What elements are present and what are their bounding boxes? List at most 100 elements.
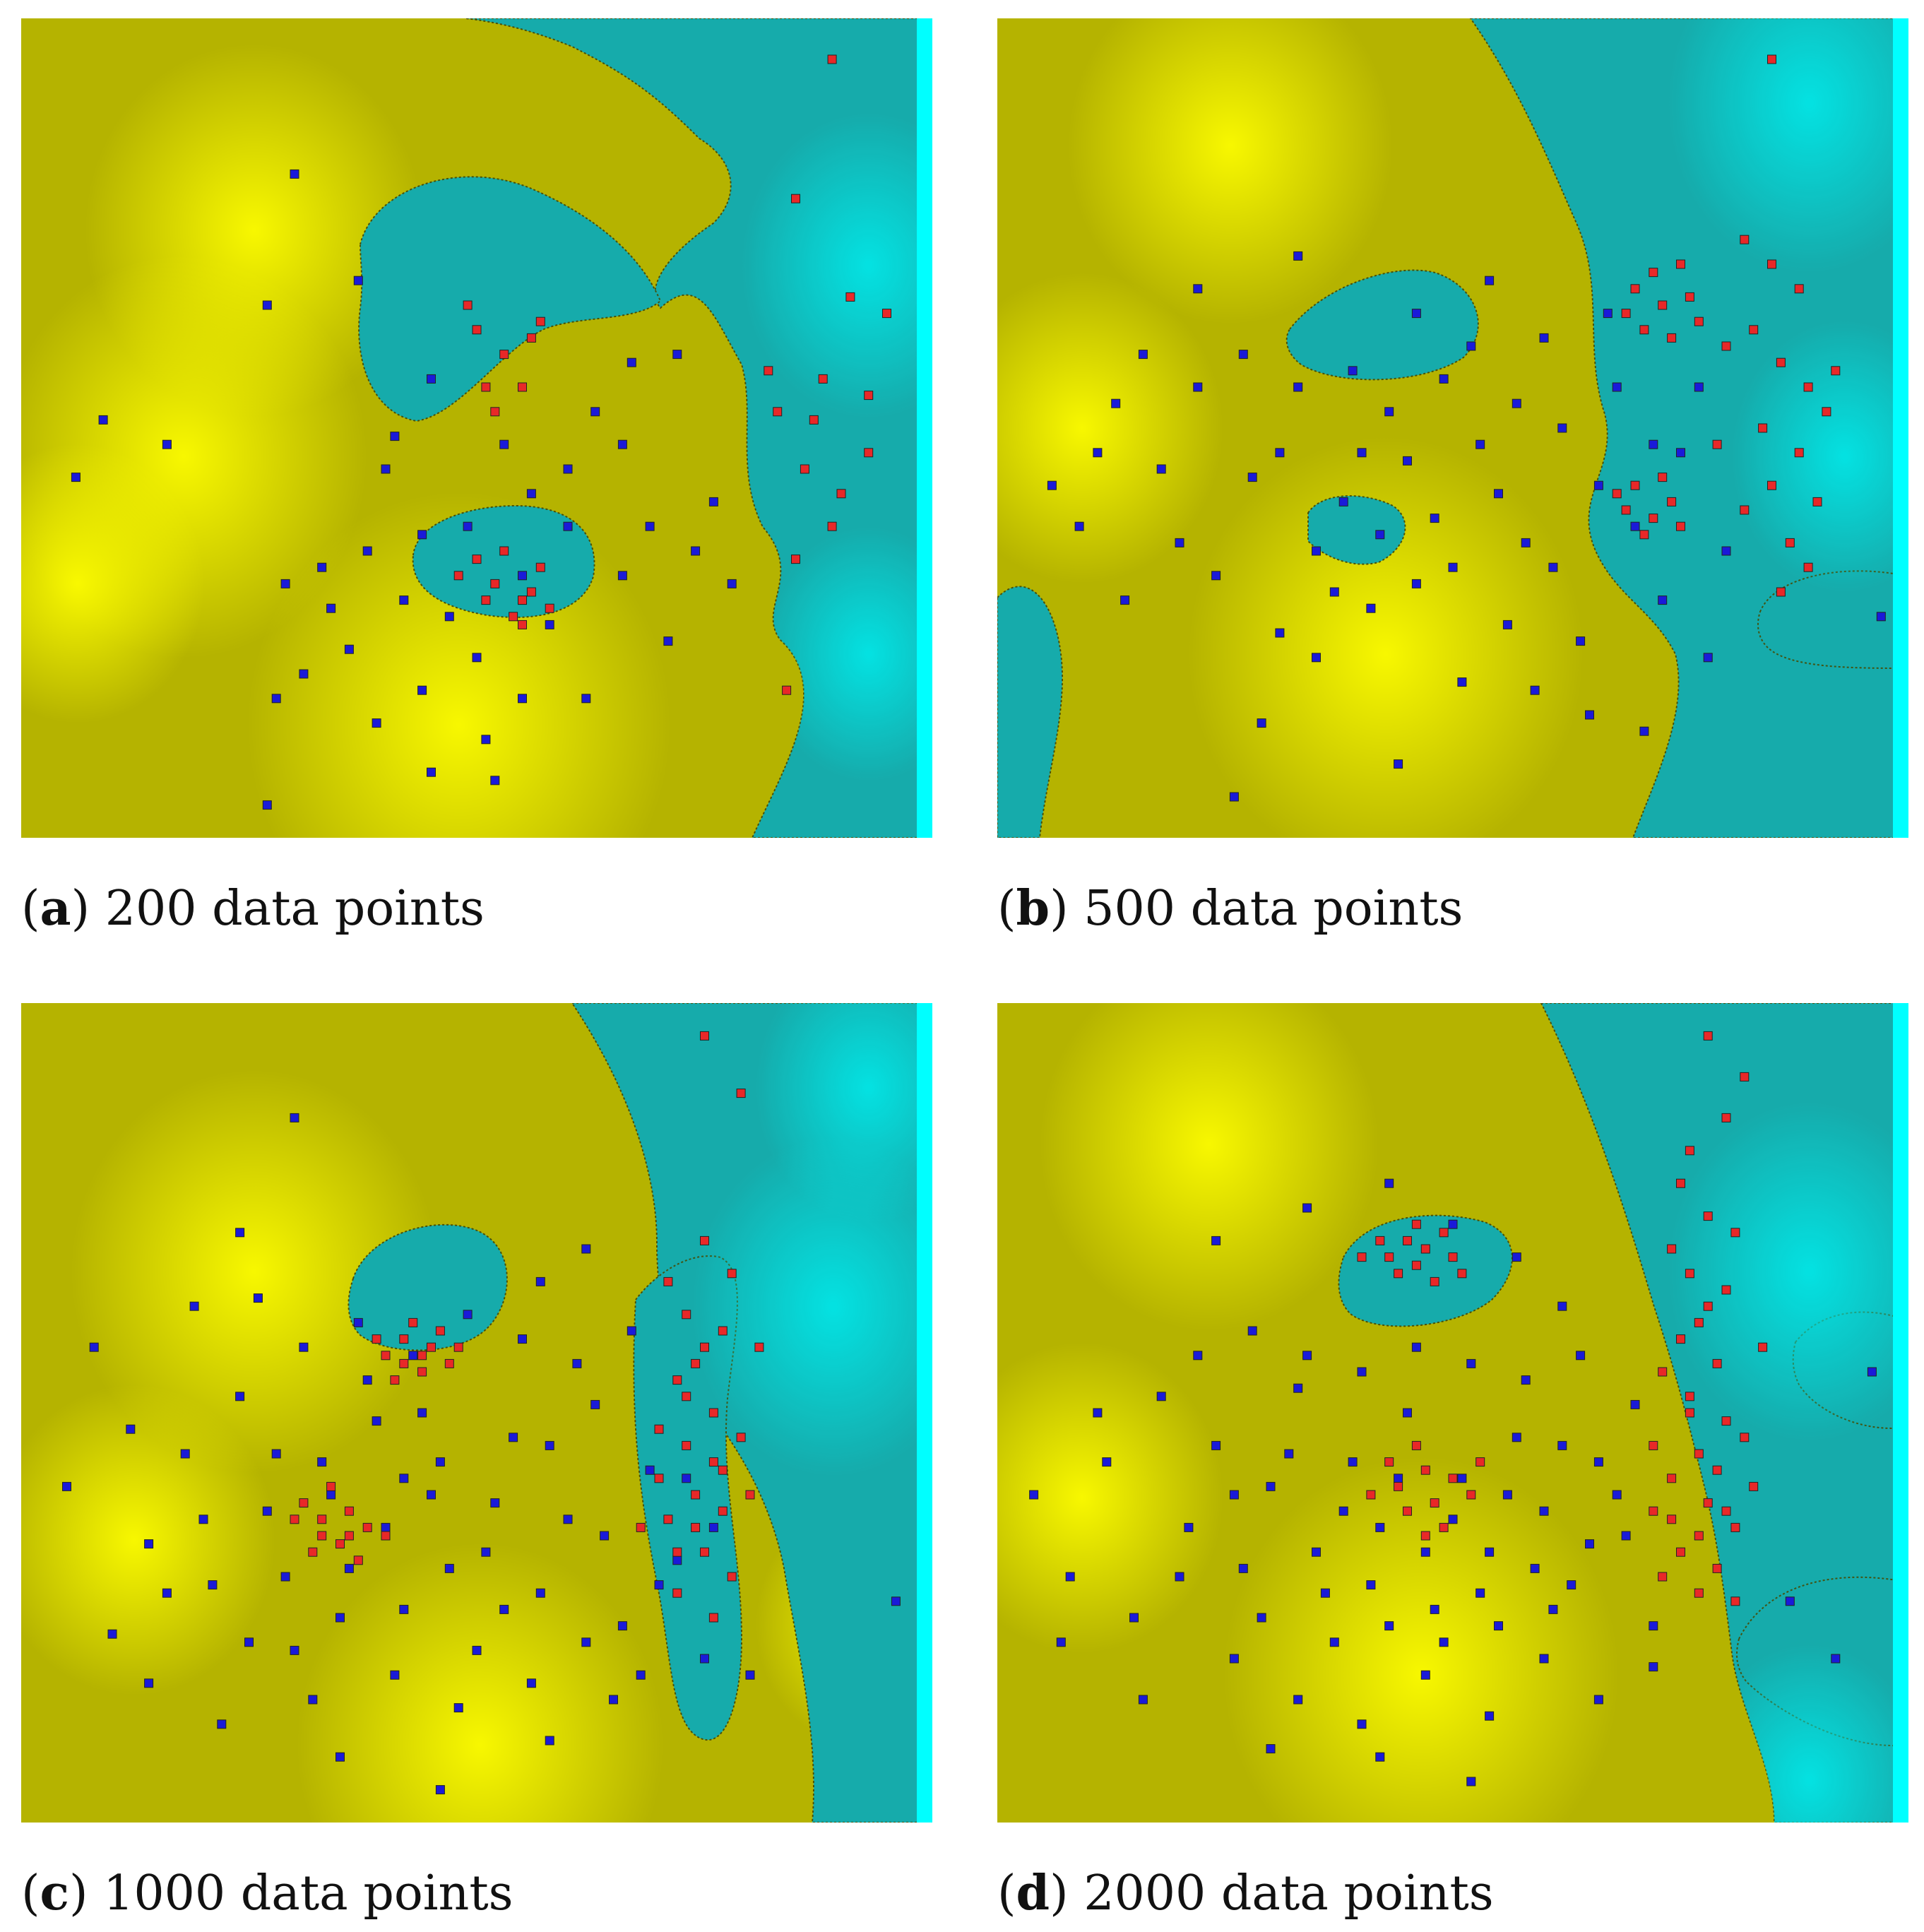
red-data-point [1703, 1211, 1713, 1221]
blue-data-point [1093, 1408, 1103, 1418]
red-data-point [1667, 497, 1677, 506]
blue-data-point [1512, 1433, 1521, 1442]
red-data-point [1621, 309, 1631, 319]
blue-data-point [317, 562, 327, 572]
blue-data-point [1530, 685, 1540, 695]
caption-d: (d) 2000 data points [997, 1865, 1494, 1921]
blue-class-points [1029, 1178, 1877, 1786]
blue-data-point [1229, 1654, 1239, 1664]
red-data-point [1721, 1285, 1731, 1295]
red-data-point [1430, 1498, 1439, 1508]
blue-data-point [1293, 1383, 1303, 1393]
red-data-point [1749, 325, 1759, 335]
red-data-point [317, 1515, 327, 1524]
blue-data-point [1502, 1490, 1512, 1500]
blue-data-point [1630, 1399, 1640, 1409]
blue-data-point [1576, 1351, 1586, 1361]
blue-data-point [518, 571, 527, 581]
blue-data-point [244, 1637, 254, 1647]
blue-data-point [563, 464, 573, 474]
blue-data-point [399, 1474, 409, 1483]
plot-a [21, 18, 932, 838]
blue-data-point [62, 1481, 71, 1491]
blue-data-point [217, 1719, 227, 1729]
blue-data-point [1649, 1621, 1658, 1631]
red-data-point [791, 555, 800, 564]
red-data-point [1712, 1563, 1722, 1573]
blue-data-point [1065, 1572, 1075, 1582]
blue-data-point [1548, 1604, 1558, 1614]
blue-data-point [107, 1629, 117, 1639]
blue-data-point [645, 1465, 655, 1475]
red-data-point [882, 309, 891, 319]
red-data-point [1749, 1481, 1759, 1491]
red-data-point [1776, 587, 1786, 597]
red-data-point [326, 1481, 336, 1491]
red-data-point [335, 1539, 345, 1549]
blue-data-point [1612, 1490, 1622, 1500]
red-data-point [845, 292, 855, 302]
red-data-point [718, 1465, 728, 1475]
red-data-point [1676, 1334, 1685, 1344]
caption-tag: c [40, 1865, 69, 1921]
red-data-point [1448, 1252, 1458, 1262]
red-data-point [1420, 1465, 1430, 1475]
plot-b [997, 18, 1908, 838]
blue-data-point [344, 1563, 354, 1573]
red-data-point [1357, 1252, 1367, 1262]
blue-data-point [1521, 538, 1531, 547]
blue-data-point [1676, 448, 1685, 458]
blue-data-point [1375, 530, 1385, 540]
blue-data-point [1211, 1235, 1221, 1245]
caption-b: (b) 500 data points [997, 880, 1463, 937]
blue-data-point [262, 300, 272, 310]
red-data-point [1375, 1235, 1385, 1245]
blue-data-point [1193, 382, 1203, 392]
blue-data-point [271, 694, 281, 704]
blue-data-point [1120, 595, 1130, 605]
blue-data-point [700, 1654, 709, 1664]
red-data-point [1430, 1276, 1439, 1286]
red-data-point [1630, 284, 1640, 294]
blue-data-point [1448, 1515, 1458, 1524]
red-data-point [708, 1613, 718, 1623]
blue-data-point [1785, 1596, 1795, 1606]
blue-data-point [1229, 1490, 1239, 1500]
red-data-point [1394, 1481, 1403, 1491]
red-data-point [408, 1317, 418, 1327]
blue-data-point [708, 497, 718, 506]
blue-data-point [381, 1522, 391, 1532]
edge-strip [917, 1003, 932, 1823]
red-data-point [727, 1269, 737, 1279]
red-data-point [1803, 562, 1813, 572]
red-data-point [1730, 1228, 1740, 1238]
blue-data-point [381, 464, 391, 474]
blue-data-point [1156, 1392, 1166, 1401]
blue-data-point [1585, 710, 1594, 720]
blue-data-point [1439, 1637, 1449, 1647]
red-data-point [535, 316, 545, 326]
blue-data-point [472, 1645, 482, 1655]
blue-data-point [235, 1228, 245, 1238]
blue-data-point [353, 1317, 363, 1327]
red-data-point [1767, 259, 1776, 269]
red-data-point [1831, 366, 1841, 376]
red-data-point [691, 1358, 701, 1368]
blue-data-point [563, 521, 573, 531]
blue-data-point [162, 1588, 172, 1598]
red-data-point [691, 1522, 701, 1532]
red-data-point [773, 407, 783, 417]
blue-data-point [262, 1506, 272, 1516]
red-data-point [1475, 1457, 1485, 1467]
blue-data-point [1329, 1637, 1339, 1647]
red-data-point [1639, 325, 1649, 335]
blue-data-point [280, 1572, 290, 1582]
blue-data-point [1375, 1522, 1385, 1532]
blue-data-point [691, 546, 701, 556]
red-data-point [499, 350, 509, 360]
blue-data-point [463, 1310, 473, 1320]
red-data-point [1685, 1392, 1694, 1401]
red-data-point [490, 407, 500, 417]
blue-data-point [1384, 407, 1394, 417]
red-data-point [836, 489, 846, 499]
